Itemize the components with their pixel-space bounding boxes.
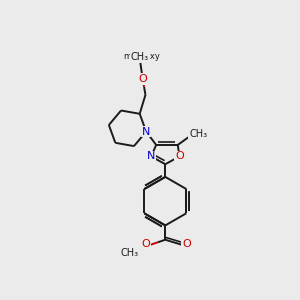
Text: methoxy: methoxy xyxy=(123,52,160,61)
Text: CH₃: CH₃ xyxy=(121,248,139,258)
Text: CH₃: CH₃ xyxy=(189,129,207,139)
Text: N: N xyxy=(147,152,155,161)
Text: O: O xyxy=(182,239,191,249)
Text: O: O xyxy=(138,74,147,84)
Text: N: N xyxy=(142,127,150,136)
Text: CH₃: CH₃ xyxy=(131,52,149,61)
Text: O: O xyxy=(175,152,184,161)
Text: O: O xyxy=(141,239,150,249)
